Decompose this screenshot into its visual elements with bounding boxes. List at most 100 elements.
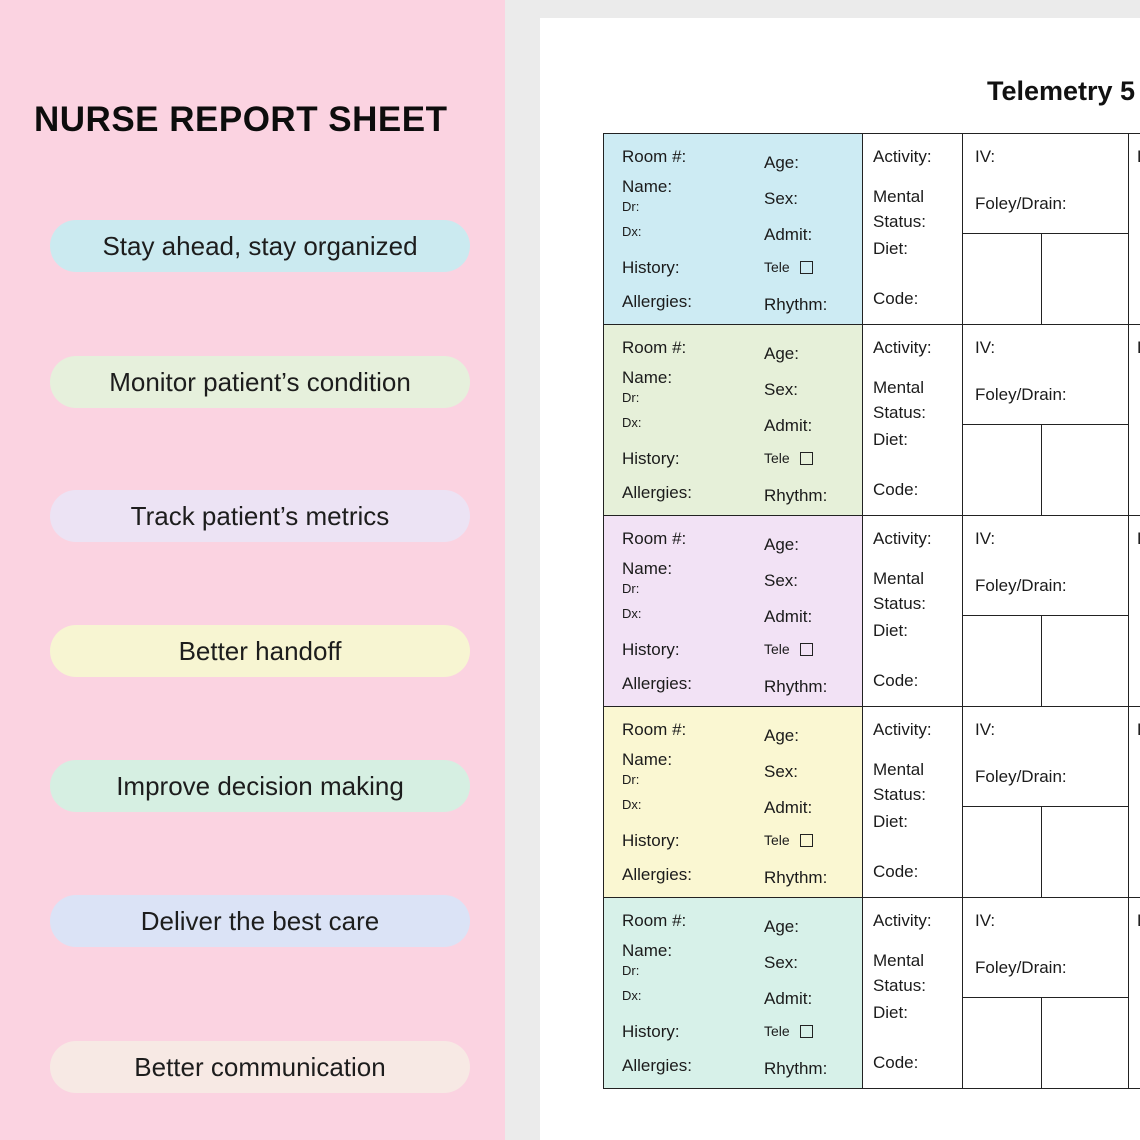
tele-label: Tele <box>764 641 790 657</box>
status-cell: Activity: Mental Status: Diet: Code: <box>863 898 963 1088</box>
dr-label: Dr: <box>622 963 640 978</box>
report-sheet-page: Telemetry 5 Room #: Name: Dr: Dx: Histor… <box>540 18 1140 1140</box>
labs-label: L <box>1137 720 1140 740</box>
code-label: Code: <box>873 1053 919 1072</box>
iv-cell-divider-vertical <box>1041 615 1042 706</box>
iv-cell-divider-horizontal <box>963 615 1128 616</box>
admit-label: Admit: <box>764 989 813 1008</box>
dx-label: Dx: <box>622 797 642 812</box>
tele-field: Tele <box>764 641 813 657</box>
dr-label: Dr: <box>622 581 640 596</box>
diet-label: Diet: <box>873 621 908 640</box>
patient-row: Room #: Name: Dr: Dx: History: Allergies… <box>604 325 1140 516</box>
tele-field: Tele <box>764 1023 813 1039</box>
age-label: Age: <box>764 344 799 363</box>
iv-cell-divider-vertical <box>1041 997 1042 1088</box>
room-label: Room #: <box>622 147 687 166</box>
iv-cell-divider-horizontal <box>963 997 1128 998</box>
diet-label: Diet: <box>873 1003 908 1022</box>
code-label: Code: <box>873 480 919 499</box>
code-label: Code: <box>873 289 919 308</box>
patient-info-cell: Room #: Name: Dr: Dx: History: Allergies… <box>604 325 863 515</box>
benefit-pill: Improve decision making <box>50 760 470 812</box>
labs-cell: L <box>1129 134 1140 324</box>
rhythm-label: Rhythm: <box>764 677 828 696</box>
iv-label: IV: <box>975 338 996 357</box>
history-label: History: <box>622 449 680 468</box>
tele-label: Tele <box>764 832 790 848</box>
patient-info-cell: Room #: Name: Dr: Dx: History: Allergies… <box>604 134 863 324</box>
admit-label: Admit: <box>764 798 813 817</box>
benefit-pill: Stay ahead, stay organized <box>50 220 470 272</box>
name-label: Name: <box>622 750 673 769</box>
activity-label: Activity: <box>873 338 932 357</box>
allergies-label: Allergies: <box>622 674 692 693</box>
name-label: Name: <box>622 177 673 196</box>
allergies-label: Allergies: <box>622 1056 692 1075</box>
dx-label: Dx: <box>622 988 642 1003</box>
patient-info-cell: Room #: Name: Dr: Dx: History: Allergies… <box>604 707 863 897</box>
benefit-pill: Monitor patient’s condition <box>50 356 470 408</box>
status-cell: Activity: Mental Status: Diet: Code: <box>863 516 963 706</box>
tele-label: Tele <box>764 450 790 466</box>
mental-status-label: Mental Status: <box>873 951 926 995</box>
foley-drain-label: Foley/Drain: <box>975 958 1067 977</box>
diet-label: Diet: <box>873 812 908 831</box>
rhythm-label: Rhythm: <box>764 1059 828 1078</box>
dx-label: Dx: <box>622 224 642 239</box>
mental-status-label: Mental Status: <box>873 187 926 231</box>
foley-drain-label: Foley/Drain: <box>975 385 1067 404</box>
benefit-pill: Better communication <box>50 1041 470 1093</box>
history-label: History: <box>622 258 680 277</box>
diet-label: Diet: <box>873 430 908 449</box>
iv-cell: IV: Foley/Drain: <box>963 707 1129 897</box>
patient-row: Room #: Name: Dr: Dx: History: Allergies… <box>604 707 1140 898</box>
room-label: Room #: <box>622 529 687 548</box>
patient-row: Room #: Name: Dr: Dx: History: Allergies… <box>604 516 1140 707</box>
history-label: History: <box>622 1022 680 1041</box>
labs-label: L <box>1137 529 1140 549</box>
sex-label: Sex: <box>764 762 799 781</box>
name-label: Name: <box>622 941 673 960</box>
tele-label: Tele <box>764 259 790 275</box>
iv-cell: IV: Foley/Drain: <box>963 516 1129 706</box>
status-cell: Activity: Mental Status: Diet: Code: <box>863 325 963 515</box>
benefit-pills: Stay ahead, stay organized Monitor patien… <box>50 0 470 1140</box>
diet-label: Diet: <box>873 239 908 258</box>
dr-label: Dr: <box>622 390 640 405</box>
room-label: Room #: <box>622 911 687 930</box>
patient-info-cell: Room #: Name: Dr: Dx: History: Allergies… <box>604 898 863 1088</box>
sheet-title: Telemetry 5 <box>987 76 1136 106</box>
rhythm-label: Rhythm: <box>764 295 828 314</box>
room-label: Room #: <box>622 338 687 357</box>
name-label: Name: <box>622 559 673 578</box>
activity-label: Activity: <box>873 720 932 739</box>
status-cell: Activity: Mental Status: Diet: Code: <box>863 707 963 897</box>
activity-label: Activity: <box>873 911 932 930</box>
patient-info-cell: Room #: Name: Dr: Dx: History: Allergies… <box>604 516 863 706</box>
activity-label: Activity: <box>873 529 932 548</box>
activity-label: Activity: <box>873 147 932 166</box>
allergies-label: Allergies: <box>622 292 692 311</box>
iv-cell-divider-vertical <box>1041 233 1042 324</box>
mental-status-label: Mental Status: <box>873 569 926 613</box>
history-label: History: <box>622 831 680 850</box>
labs-label: L <box>1137 911 1140 931</box>
iv-cell: IV: Foley/Drain: <box>963 325 1129 515</box>
iv-cell: IV: Foley/Drain: <box>963 134 1129 324</box>
benefit-pill: Deliver the best care <box>50 895 470 947</box>
tele-label: Tele <box>764 1023 790 1039</box>
iv-cell-divider-horizontal <box>963 424 1128 425</box>
name-label: Name: <box>622 368 673 387</box>
labs-cell: L <box>1129 898 1140 1088</box>
dx-label: Dx: <box>622 415 642 430</box>
dr-label: Dr: <box>622 772 640 787</box>
left-panel: NURSE REPORT SHEET Stay ahead, stay orga… <box>0 0 505 1140</box>
iv-label: IV: <box>975 720 996 739</box>
foley-drain-label: Foley/Drain: <box>975 194 1067 213</box>
sex-label: Sex: <box>764 571 799 590</box>
tele-field: Tele <box>764 450 813 466</box>
allergies-label: Allergies: <box>622 865 692 884</box>
labs-label: L <box>1137 338 1140 358</box>
age-label: Age: <box>764 153 799 172</box>
